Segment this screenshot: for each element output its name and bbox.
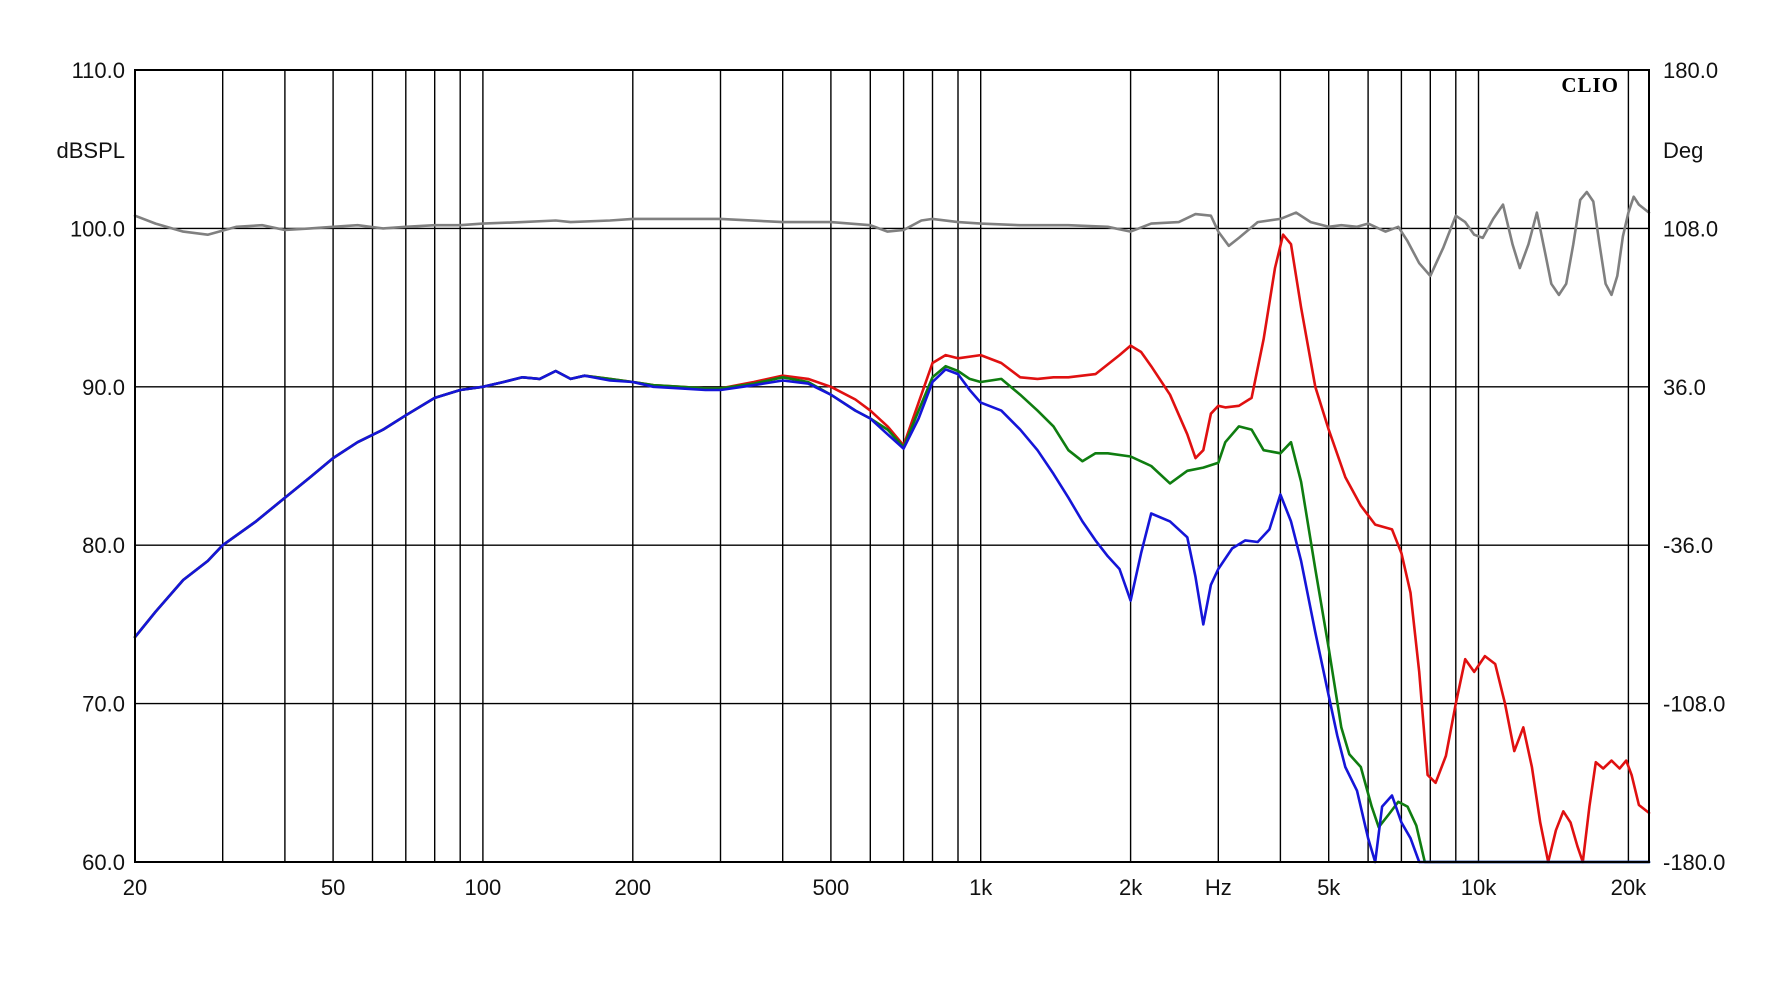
tick-labels: 20 50 100 200 500 1k 2k 5k 10k 20k 110.0 100.0 90.0 8…	[70, 58, 1725, 900]
y-tick-label-right: 180.0	[1663, 58, 1718, 83]
series-line-4	[133, 368, 1651, 864]
y-tick-label-left: 80.0	[82, 533, 125, 558]
series-line-1	[133, 190, 1651, 297]
x-tick-label: 100	[465, 875, 502, 900]
plot-frame	[134, 69, 1650, 863]
x-axis-unit: Hz	[1205, 875, 1232, 900]
y-tick-label-left: 70.0	[82, 692, 125, 717]
x-tick-label: 2k	[1119, 875, 1143, 900]
x-tick-label: 200	[614, 875, 651, 900]
y-tick-label-right: -180.0	[1663, 850, 1725, 875]
y-tick-label-right: 36.0	[1663, 375, 1706, 400]
y-tick-label-right: 108.0	[1663, 216, 1718, 241]
series-layer	[133, 190, 1651, 864]
x-tick-label: 5k	[1317, 875, 1341, 900]
x-tick-label: 500	[813, 875, 850, 900]
clio-logo-text: CLIO	[1561, 73, 1619, 97]
y-axis-left-unit: dBSPL	[57, 138, 126, 163]
x-tick-label: 20k	[1611, 875, 1647, 900]
x-tick-label: 50	[321, 875, 345, 900]
y-tick-label-left: 60.0	[82, 850, 125, 875]
y-tick-label-left: 110.0	[72, 58, 125, 83]
y-axis-right-unit: Deg	[1663, 138, 1703, 163]
y-tick-label-right: -108.0	[1663, 692, 1725, 717]
x-tick-label: 1k	[969, 875, 993, 900]
x-tick-label: 10k	[1461, 875, 1497, 900]
x-tick-label: 20	[123, 875, 147, 900]
y-tick-label-right: -36.0	[1663, 533, 1713, 558]
y-tick-label-left: 90.0	[82, 375, 125, 400]
y-tick-label-left: 100.0	[70, 216, 125, 241]
